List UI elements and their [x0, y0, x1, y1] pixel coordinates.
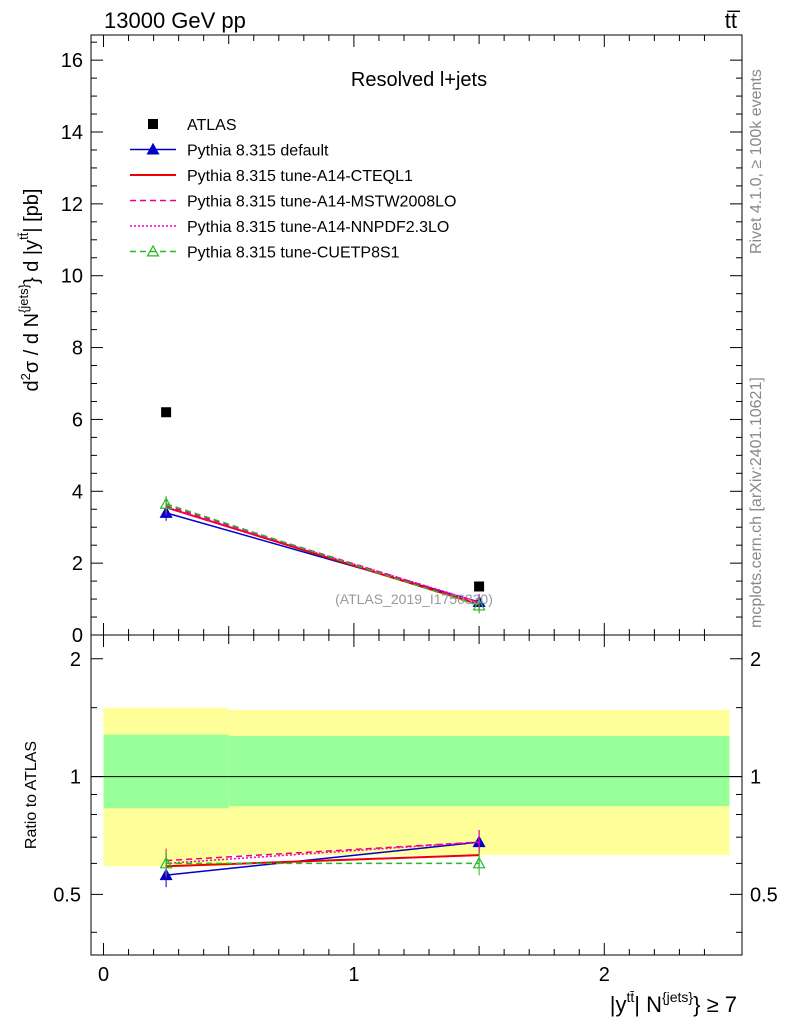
main-ticks: 0 2 4 6 8 10 12 14 16	[61, 35, 742, 647]
mcplots-label: mcplots.cern.ch [arXiv:2401.10621]	[748, 377, 765, 628]
atlas-data-point	[161, 407, 172, 418]
ratio-y-tick-label-right: 2	[750, 649, 761, 671]
main-series-line	[165, 512, 480, 603]
main-y-tick-label: 4	[72, 481, 83, 503]
main-y-tick-label: 10	[61, 266, 83, 288]
x-axis-label-text: |ytt̄| N{jets}} ≥ 7	[610, 989, 737, 1017]
legend-label: Pythia 8.315 tune-A14-NNPDF2.3LO	[187, 219, 449, 236]
ratio-series-line	[166, 841, 480, 876]
main-y-tick-label: 14	[61, 122, 83, 144]
main-series-line	[165, 503, 480, 607]
main-y-tick-label: 0	[72, 625, 83, 647]
ratio-stat-uncertainty-band	[228, 735, 730, 807]
ratio-y-tick-label: 0.5	[53, 884, 81, 906]
main-y-tick-label: 8	[72, 338, 83, 360]
main-y-axis-label-text: d2σ / d N{jets}} d |ytt̄| [pb]	[16, 189, 43, 392]
main-y-tick-label: 12	[61, 194, 83, 216]
ratio-frame	[90, 634, 743, 956]
ratio-y-tick-label: 2	[70, 649, 81, 671]
x-tick-label: 2	[599, 964, 610, 986]
ratio-y-axis-label: Ratio to ATLAS	[23, 741, 40, 849]
legend-label: Pythia 8.315 tune-A14-MSTW2008LO	[187, 194, 456, 211]
main-series	[159, 495, 486, 614]
main-y-tick-label: 2	[72, 553, 83, 575]
main-y-tick-label: 6	[72, 409, 83, 431]
rivet-version-label: Rivet 4.1.0, ≥ 100k events	[748, 69, 765, 254]
main-panel: 0 2 4 6 8 10 12 14 16 Resolved l+jets (ATLAS_201…	[16, 34, 743, 647]
main-y-tick-label: 16	[61, 50, 83, 72]
main-data-points	[161, 407, 485, 592]
ratio-y-tick-label: 1	[70, 767, 81, 789]
main-series-marker	[472, 598, 486, 611]
header-energy-label: 13000 GeV pp	[104, 8, 246, 33]
header-process-label: tt̅	[725, 8, 741, 33]
legend-marker	[146, 142, 160, 155]
analysis-watermark: (ATLAS_2019_I1750330)	[335, 591, 493, 607]
legend-marker	[146, 244, 160, 257]
ratio-ticks: 0.5 0.5 1 1 2 2 0 1 2	[53, 635, 778, 986]
main-series-marker	[159, 497, 173, 509]
legend-label: ATLAS	[187, 117, 237, 134]
main-series-line	[165, 506, 480, 603]
legend-atlas-marker	[148, 119, 158, 129]
ratio-series	[159, 830, 486, 888]
ratio-stat-uncertainty-band	[103, 734, 229, 809]
ratio-series-line	[166, 854, 480, 868]
ratio-uncertainty-bands	[91, 707, 742, 867]
ratio-series-marker	[159, 856, 173, 869]
ratio-y-tick-label-right: 1	[750, 767, 761, 789]
main-y-axis-label: d2σ / d N{jets}} d |ytt̄| [pb]	[16, 189, 43, 392]
legend: ATLAS Pythia 8.315 default Pythia 8.315 tu…	[130, 117, 456, 262]
x-axis-label: |ytt̄| N{jets}} ≥ 7	[610, 989, 737, 1017]
ratio-y-tick-label-right: 0.5	[750, 884, 778, 906]
legend-label: Pythia 8.315 default	[187, 143, 329, 160]
ratio-panel: 0.5 0.5 1 1 2 2 0 1 2 Ratio to ATLAS |ytt̄| N{je…	[23, 634, 778, 1017]
x-tick-label: 1	[348, 964, 359, 986]
atlas-data-point	[474, 581, 485, 592]
ratio-series-line	[166, 841, 480, 865]
ratio-series-marker	[472, 856, 486, 869]
main-title: Resolved l+jets	[351, 69, 487, 91]
x-tick-label: 0	[98, 964, 109, 986]
legend-label: Pythia 8.315 tune-CUETP8S1	[187, 245, 400, 262]
legend-label: Pythia 8.315 tune-A14-CTEQL1	[187, 168, 413, 185]
